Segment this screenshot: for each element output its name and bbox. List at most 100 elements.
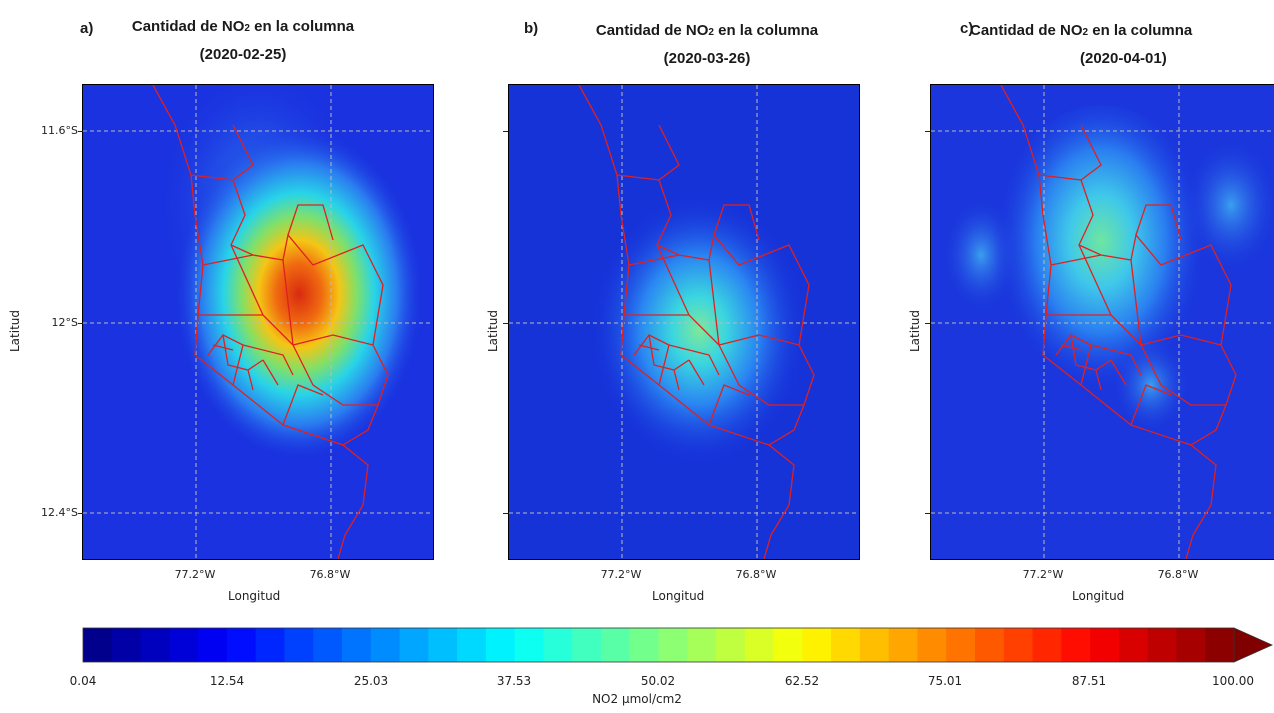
colorbar-step xyxy=(716,628,746,662)
ylabel-b: Latitud xyxy=(486,309,500,352)
colorbar-step xyxy=(284,628,314,662)
colorbar-step xyxy=(1118,628,1149,662)
colorbar-frame xyxy=(82,627,1235,663)
ytick-mark-a-0 xyxy=(78,131,83,132)
colorbar-step xyxy=(485,628,516,662)
cb-tick-6: 75.01 xyxy=(927,674,963,688)
panel-a-date: (2020-02-25) xyxy=(199,46,287,63)
district-boundaries-a xyxy=(152,85,389,559)
colorbar-step xyxy=(83,628,113,662)
panel-b-title-sub: 2 xyxy=(708,27,714,38)
colorbar-step xyxy=(198,628,228,662)
cb-tick-2: 25.03 xyxy=(353,674,389,688)
colorbar-step xyxy=(629,628,660,662)
ytick-mark-c-1 xyxy=(925,323,930,324)
ylabel-a: Latitud xyxy=(8,309,22,352)
colorbar-step xyxy=(572,628,602,662)
colorbar-step xyxy=(831,628,861,662)
cb-tick-0: 0.04 xyxy=(69,674,97,688)
ytick-a-0: 11.6°S xyxy=(41,124,78,137)
colorbar-step xyxy=(1176,628,1206,662)
colorbar-step xyxy=(859,628,890,662)
panel-a-title-suffix: en la columna xyxy=(249,18,355,35)
xlabel-c: Longitud xyxy=(1072,589,1125,603)
colorbar-step xyxy=(946,628,976,662)
colorbar-step xyxy=(1003,628,1034,662)
colorbar-step xyxy=(399,628,429,662)
panel-c-letter: c) xyxy=(960,20,974,37)
xtick-a-1: 76.8°W xyxy=(309,568,351,581)
colorbar-step xyxy=(600,628,631,662)
ytick-mark-b-0 xyxy=(503,131,508,132)
map-panel-b xyxy=(508,84,860,560)
colorbar-step xyxy=(428,628,458,662)
cb-tick-7: 87.51 xyxy=(1071,674,1107,688)
panel-b-letter: b) xyxy=(524,20,539,37)
colorbar-step xyxy=(773,628,803,662)
panel-c-date: (2020-04-01) xyxy=(1080,50,1167,67)
colorbar-step xyxy=(1147,628,1178,662)
panel-c-title-prefix: Cantidad de NO xyxy=(970,22,1083,39)
colorbar-step xyxy=(1090,628,1120,662)
colorbar-step xyxy=(1205,628,1235,662)
colorbar-step xyxy=(341,628,372,662)
cb-tick-4: 50.02 xyxy=(640,674,676,688)
cb-tick-5: 62.52 xyxy=(784,674,820,688)
panel-b-title-suffix: en la columna xyxy=(713,22,819,39)
ytick-a-1: 12°S xyxy=(51,316,78,329)
xlabel-a: Longitud xyxy=(228,589,281,603)
colorbar-step xyxy=(111,628,142,662)
colorbar-extend-arrow xyxy=(1233,627,1273,663)
panel-a-title-prefix: Cantidad de NO xyxy=(131,18,245,35)
xtick-b-0: 77.2°W xyxy=(600,568,642,581)
colorbar-step xyxy=(226,628,257,662)
map-panel-a xyxy=(82,84,434,560)
xtick-c-1: 76.8°W xyxy=(1157,568,1199,581)
xtick-c-0: 77.2°W xyxy=(1022,568,1064,581)
panel-b-title: Cantidad de NO2 en la columna (2020-03-2… xyxy=(542,18,872,72)
xtick-a-0: 77.2°W xyxy=(174,568,216,581)
colorbar-step xyxy=(802,628,832,662)
colorbar-step xyxy=(917,628,947,662)
ytick-mark-b-2 xyxy=(503,513,508,514)
colorbar-step xyxy=(1032,628,1062,662)
panel-c-title-suffix: en la columna xyxy=(1088,22,1193,39)
ytick-mark-c-2 xyxy=(925,513,930,514)
colorbar-step xyxy=(457,628,487,662)
panel-c-title-sub: 2 xyxy=(1082,27,1089,38)
no2-field-a xyxy=(83,85,433,559)
ylabel-c: Latitud xyxy=(908,309,922,352)
xtick-b-1: 76.8°W xyxy=(735,568,777,581)
map-panel-c xyxy=(930,84,1274,560)
no2-field-b xyxy=(509,85,859,559)
colorbar-step xyxy=(313,628,343,662)
cb-tick-3: 37.53 xyxy=(496,674,532,688)
panel-c-title: Cantidad de NO2 en la columna (2020-04-0… xyxy=(970,18,1274,72)
ytick-mark-c-0 xyxy=(925,131,930,132)
ytick-mark-b-1 xyxy=(503,323,508,324)
colorbar-label: NO2 µmol/cm2 xyxy=(592,692,682,706)
colorbar-step xyxy=(744,628,775,662)
colorbar-step xyxy=(1061,628,1091,662)
colorbar xyxy=(82,627,1273,663)
district-boundaries-b xyxy=(578,85,815,559)
xlabel-b: Longitud xyxy=(652,589,705,603)
colorbar-steps xyxy=(83,628,1235,662)
colorbar-step xyxy=(514,628,545,662)
cb-tick-1: 12.54 xyxy=(209,674,245,688)
colorbar-step xyxy=(658,628,688,662)
panel-b-date: (2020-03-26) xyxy=(663,50,751,67)
no2-field-c xyxy=(931,85,1274,559)
cb-tick-8: 100.00 xyxy=(1212,674,1254,688)
ytick-mark-a-2 xyxy=(78,513,83,514)
panel-a-title-sub: 2 xyxy=(244,23,250,34)
colorbar-step xyxy=(169,628,199,662)
district-boundaries-c xyxy=(1000,85,1237,559)
panel-b-title-prefix: Cantidad de NO xyxy=(595,22,709,39)
colorbar-step xyxy=(975,628,1005,662)
panel-a-letter: a) xyxy=(80,20,94,37)
colorbar-step xyxy=(140,628,170,662)
ytick-mark-a-1 xyxy=(78,323,83,324)
colorbar-step xyxy=(687,628,717,662)
colorbar-step xyxy=(370,628,401,662)
